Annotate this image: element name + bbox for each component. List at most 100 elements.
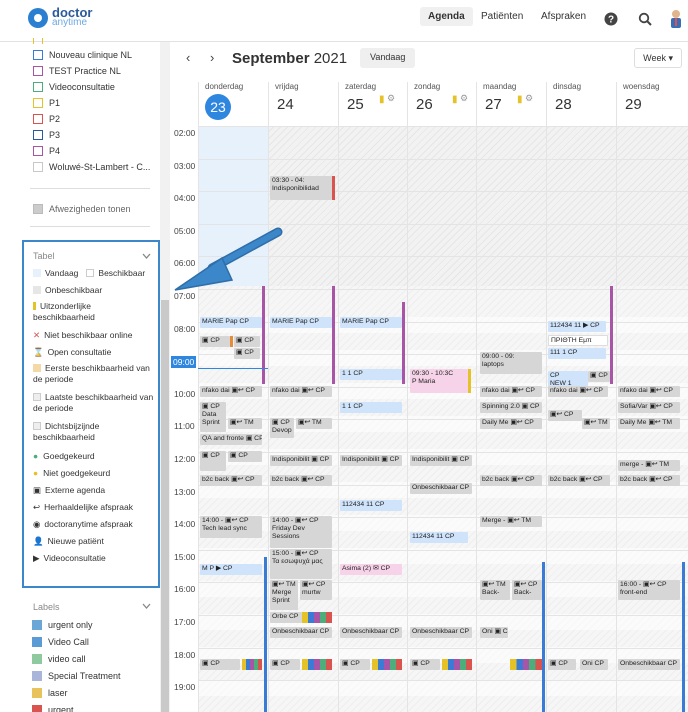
calendar-event[interactable]: b2c back ▣↩ CP <box>200 475 262 486</box>
calendar-event[interactable]: Daily Me ▣↩ CP <box>480 418 542 429</box>
calendar-event[interactable]: ▣↩ TM <box>228 418 262 429</box>
day-header[interactable]: dinsdag 28 <box>546 82 616 126</box>
calendar-event[interactable]: b2c back ▣↩ CP <box>480 475 542 486</box>
calendar-event[interactable]: ▣↩ TM Back- <box>480 580 510 600</box>
practice-item[interactable]: Videoconsultatie <box>33 82 115 92</box>
day-header[interactable]: woensdag 29 <box>616 82 688 126</box>
calendar-event[interactable]: Spinning 2.0 ▣ CP <box>480 402 542 413</box>
chevron-down-icon[interactable] <box>142 253 151 259</box>
calendar-event[interactable]: 1 1 CP <box>340 402 402 413</box>
calendar-event[interactable]: nfako dai ▣↩ CP <box>480 386 542 397</box>
label-item[interactable]: urgent <box>32 705 74 712</box>
calendar-event[interactable]: Daily Me ▣↩ TM <box>618 418 680 429</box>
calendar-event[interactable]: Onbeschikbaar CP <box>410 483 472 494</box>
calendar-event[interactable]: ▣↩ TM <box>296 418 332 429</box>
calendar-event[interactable]: 112434 11 CP <box>340 500 402 511</box>
gear-icon[interactable]: ⚙ <box>460 93 469 103</box>
calendar-event[interactable]: 14:00 - ▣↩ CP Tech lead sync <box>200 516 262 538</box>
calendar-event[interactable]: 16:00 - ▣↩ CP front-end <box>618 580 680 600</box>
gear-icon[interactable]: ⚙ <box>387 93 396 103</box>
calendar-event[interactable]: 112434 11 ▶ CP <box>548 321 606 332</box>
calendar-event[interactable]: 09:30 - 10:3C P Maria <box>410 369 468 393</box>
calendar-event[interactable]: Merge - ▣↩ TM <box>480 516 542 527</box>
checkbox[interactable] <box>33 130 43 140</box>
next-week-button[interactable]: › <box>210 50 215 65</box>
calendar-event[interactable]: QA and fronte ▣ CP <box>200 434 262 445</box>
calendar-event[interactable]: ▣↩ CP <box>548 410 582 421</box>
calendar-event[interactable]: nfako dai ▣↩ CP <box>548 386 608 397</box>
day-header[interactable]: vrijdag 24 <box>268 82 338 126</box>
doctoranytime-logo[interactable]: doctor anytime <box>28 6 92 28</box>
calendar-event[interactable]: ▣ CP <box>234 336 260 347</box>
calendar-event[interactable]: ▣ CP Devop <box>270 418 294 438</box>
label-item[interactable]: Video Call <box>32 637 89 647</box>
calendar-event[interactable]: ▣↩ TM <box>582 418 610 429</box>
calendar-event[interactable]: ▣ CP <box>200 336 230 347</box>
calendar-event[interactable]: ▣ CP <box>200 451 226 471</box>
calendar-event[interactable]: b2c back ▣↩ CP <box>548 475 610 486</box>
calendar-event[interactable]: nfako dai ▣↩ CP <box>270 386 332 397</box>
practice-item[interactable]: Nouveau clinique NL <box>33 50 132 60</box>
calendar-event[interactable]: ΠΡΙΘΤΗ Εμπ <box>548 335 608 346</box>
calendar-event[interactable]: CP NEW 1 <box>548 371 588 389</box>
label-item[interactable]: Special Treatment <box>32 671 121 681</box>
label-item[interactable]: video call <box>32 654 86 664</box>
nav-appointments[interactable]: Afspraken <box>541 11 587 22</box>
label-item[interactable]: laser <box>32 688 68 698</box>
calendar-event[interactable]: ▣ CP Data Sprint <box>200 402 226 432</box>
calendar-event[interactable]: Onbeschikbaar CP <box>270 627 332 638</box>
calendar-event[interactable]: merge - ▣↩ TM <box>618 460 680 471</box>
calendar-event[interactable]: Indisponibilit ▣ CP <box>270 455 332 466</box>
user-avatar-icon[interactable] <box>668 9 684 29</box>
day-header[interactable]: maandag 27 ▮ ⚙ <box>476 82 546 126</box>
calendar-event[interactable]: ▣ CP <box>200 659 240 670</box>
practice-item[interactable]: P2 <box>33 114 60 124</box>
day-header[interactable]: donderdag 23 <box>198 82 268 126</box>
label-item[interactable]: urgent only <box>32 620 93 630</box>
prev-week-button[interactable]: ‹ <box>186 50 191 65</box>
calendar-event[interactable]: 15:00 - ▣↩ CP Τα εσωψυχά μας <box>270 549 332 579</box>
checkbox[interactable] <box>33 162 43 172</box>
calendar-event[interactable]: Onbeschikbaar CP <box>410 627 472 638</box>
practice-item[interactable]: P1 <box>33 98 60 108</box>
checkbox[interactable] <box>33 114 43 124</box>
chevron-down-icon[interactable] <box>142 603 151 609</box>
calendar-event[interactable]: 112434 11 CP <box>410 532 468 543</box>
absences-toggle[interactable]: Afwezigheden tonen <box>33 204 131 214</box>
calendar-event[interactable]: Indisponibilit ▣ CP <box>410 455 472 466</box>
calendar-event[interactable]: nfako dai ▣↩ CP <box>200 386 262 397</box>
calendar-event[interactable]: Sofia/Var ▣↩ CP <box>618 402 680 413</box>
calendar-event[interactable]: Oni CP <box>580 659 608 670</box>
calendar-event[interactable]: Onbeschikbaar CP <box>340 627 402 638</box>
search-icon[interactable] <box>638 12 652 26</box>
calendar-event[interactable]: MARIE Pap CP <box>340 317 402 328</box>
practice-item[interactable]: P3 <box>33 130 60 140</box>
checkbox[interactable] <box>33 146 43 156</box>
calendar-event[interactable]: ▣ CP <box>340 659 370 670</box>
calendar-event[interactable]: ▣ CP <box>588 371 610 382</box>
calendar-event[interactable]: 03:30 - 04: Indisponibilidad <box>270 176 332 200</box>
practice-item[interactable]: Woluwé-St-Lambert - C... <box>33 162 150 172</box>
calendar-event[interactable]: M P ▶ CP <box>200 564 262 575</box>
calendar-event[interactable]: 111 1 CP <box>548 348 606 359</box>
calendar-event[interactable]: 1 1 CP <box>340 369 402 380</box>
calendar-event[interactable]: ▣ CP <box>234 348 260 359</box>
gear-icon[interactable]: ⚙ <box>525 93 534 103</box>
day-header[interactable]: zondag 26 ▮ ⚙ <box>407 82 476 126</box>
checkbox[interactable] <box>33 98 43 108</box>
calendar-event[interactable]: MARIE Pap CP <box>200 317 262 328</box>
checkbox[interactable] <box>33 50 43 60</box>
practice-item[interactable]: TEST Practice NL <box>33 66 121 76</box>
calendar-event[interactable]: nfako dai ▣↩ CP <box>618 386 680 397</box>
checkbox[interactable] <box>33 82 43 92</box>
calendar-event[interactable]: Onbeschikbaar CP <box>618 659 680 670</box>
calendar-event[interactable]: 09:00 - 09: laptops <box>480 352 542 374</box>
nav-agenda[interactable]: Agenda <box>420 7 473 26</box>
calendar-event[interactable]: 14:00 - ▣↩ CP Friday Dev Sessions <box>270 516 332 548</box>
calendar-event[interactable]: Orbe CP <box>270 612 302 623</box>
calendar-event[interactable]: Indisponibilit ▣ CP <box>340 455 402 466</box>
today-button[interactable]: Vandaag <box>360 48 416 68</box>
calendar-event[interactable]: ▣↩ TM Merge Sprint <box>270 580 298 610</box>
checkbox[interactable] <box>33 66 43 76</box>
sidebar-scrollbar-thumb[interactable] <box>161 300 169 712</box>
